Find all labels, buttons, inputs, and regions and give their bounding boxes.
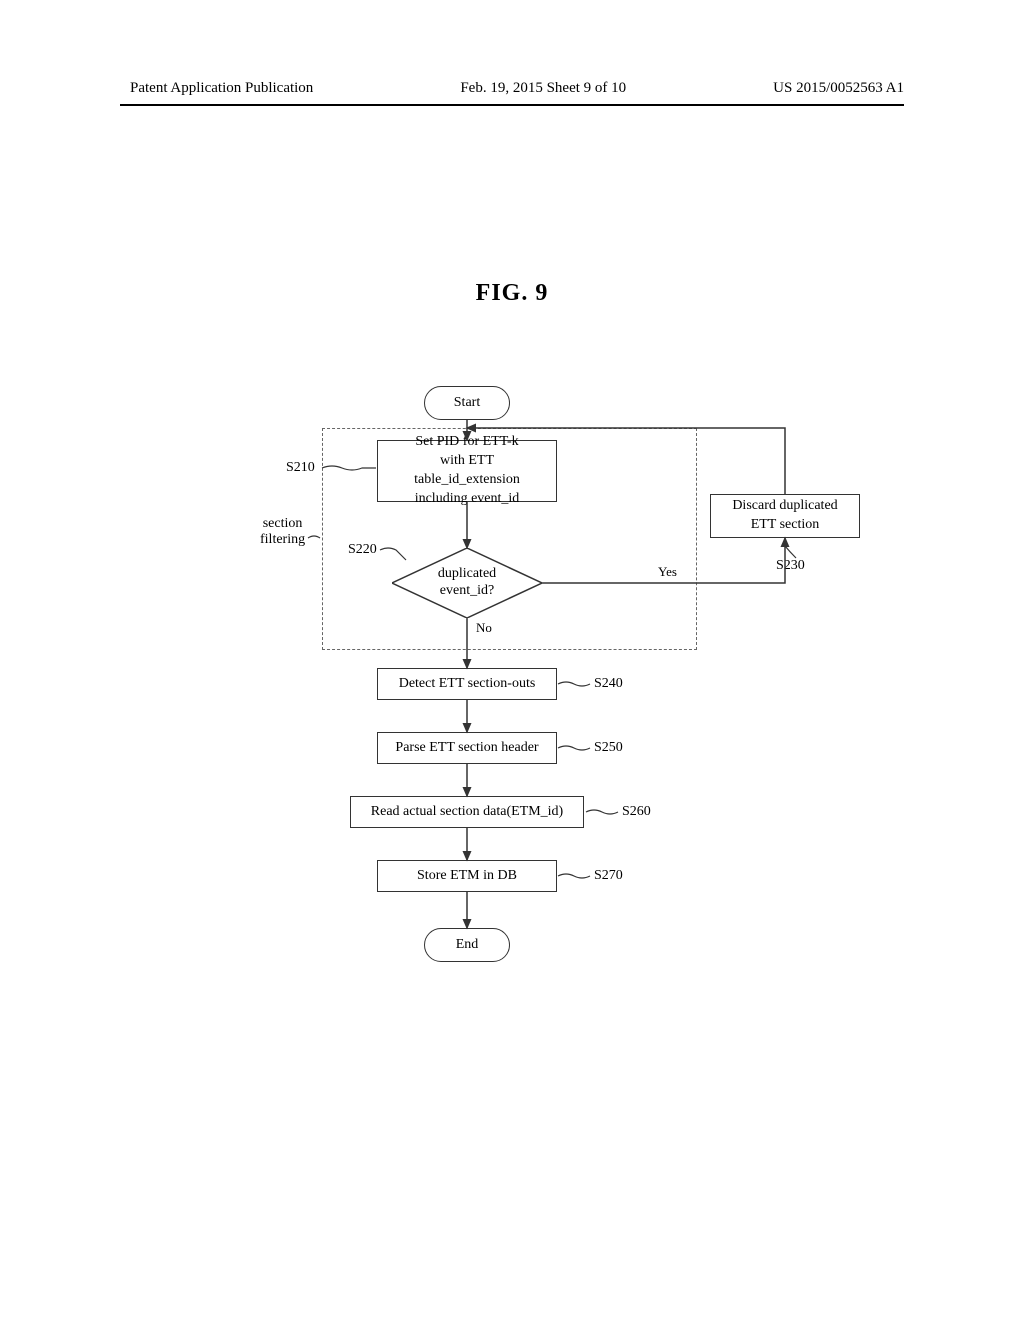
header-right: US 2015/0052563 A1 [773,80,904,97]
header-rule [120,104,904,106]
header-mid: Feb. 19, 2015 Sheet 9 of 10 [460,80,626,97]
flowchart: Start Set PID for ETT-k with ETT table_i… [162,380,862,1020]
connectors [162,380,862,980]
page-header: Patent Application Publication Feb. 19, … [0,80,1024,97]
figure-title: FIG. 9 [476,280,549,307]
header-left: Patent Application Publication [130,80,313,97]
